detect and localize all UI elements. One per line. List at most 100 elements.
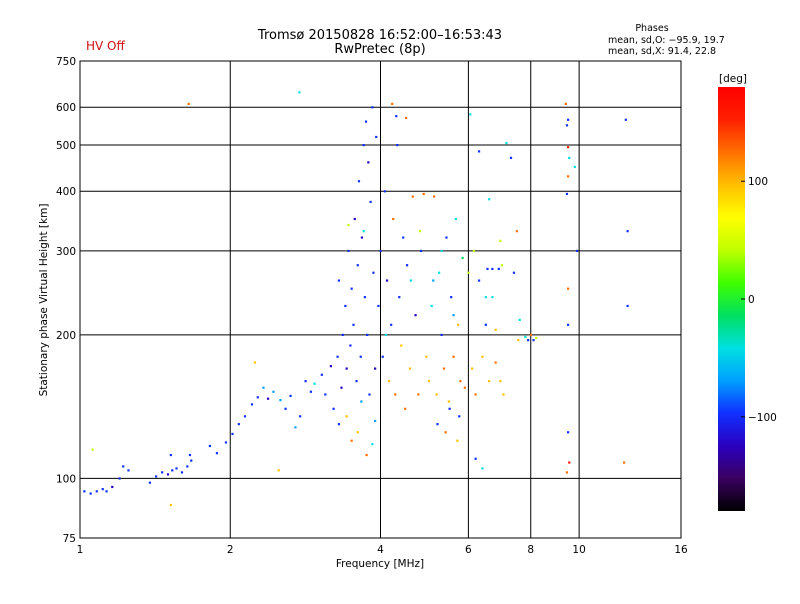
scatter-point (445, 236, 448, 239)
scatter-point (349, 344, 352, 347)
phase-stats-title: Phases (635, 23, 668, 34)
scatter-point (215, 452, 219, 455)
scatter-point (250, 403, 254, 406)
scatter-point (472, 249, 475, 253)
scatter-point (402, 236, 405, 239)
scatter-point (371, 443, 374, 446)
scatter-point (374, 419, 377, 423)
scatter-point (417, 393, 420, 396)
scatter-point (447, 400, 450, 403)
scatter-point (491, 267, 494, 271)
scatter-point (398, 296, 401, 299)
scatter-point (425, 355, 428, 358)
scatter-point (500, 264, 504, 267)
y-tick-label: 600 (56, 102, 76, 114)
scatter-point (187, 102, 190, 106)
scatter-point (494, 361, 497, 364)
scatter-point (356, 264, 359, 267)
x-tick-labels: 1 2 4 6 8 10 16 (77, 544, 688, 556)
scatter-point (568, 156, 571, 160)
scatter-point (515, 230, 518, 233)
y-tick-label: 500 (56, 140, 76, 152)
scatter-point (467, 271, 470, 274)
scatter-point (532, 339, 535, 342)
scatter-point (474, 393, 477, 396)
chart-title-line2: RwPretec (8p) (334, 42, 425, 57)
scatter-point (366, 333, 369, 337)
phase-stats-o-mode: mean, sd,O: −95.9, 19.7 (608, 35, 725, 46)
scatter-point (408, 367, 412, 370)
scatter-point (169, 503, 172, 507)
scatter-point (442, 367, 446, 370)
scatter-point (440, 249, 443, 253)
scatter-point (499, 380, 502, 383)
scatter-point (253, 361, 257, 364)
scatter-point (384, 333, 388, 337)
scatter-point (411, 195, 414, 198)
scatter-point (567, 431, 570, 434)
scatter-point (355, 380, 358, 383)
scatter-point (409, 279, 412, 282)
scatter-point (277, 469, 280, 472)
scatter-point (350, 439, 353, 442)
scatter-point (488, 380, 491, 383)
scatter-point (622, 461, 626, 464)
scatter-point (347, 249, 350, 253)
scatter-point (459, 380, 462, 383)
scatter-point (372, 271, 375, 274)
scatter-point (294, 426, 297, 429)
scatter-point (456, 439, 459, 442)
x-axis-label: Frequency [MHz] (336, 558, 424, 570)
scatter-point (565, 192, 569, 196)
scatter-point (118, 477, 121, 480)
scatter-point (188, 453, 192, 457)
scatter-point (284, 407, 287, 410)
scatter-point (427, 380, 431, 383)
x-tick-label: 2 (227, 544, 234, 556)
scatter-point (313, 382, 316, 385)
scatter-point (175, 467, 178, 470)
scatter-point (89, 492, 92, 495)
scatter-point (344, 304, 347, 308)
scatter-point (360, 400, 363, 403)
scatter-point (377, 304, 380, 308)
scatter-point (350, 287, 353, 290)
scatter-point (404, 407, 407, 410)
scatter-point (332, 407, 335, 410)
scatter-point (567, 323, 570, 326)
scatter-point (419, 230, 422, 233)
scatter-point (171, 469, 174, 472)
scatter-point (337, 279, 341, 282)
scatter-point (444, 431, 447, 434)
scatter-point (208, 444, 212, 448)
scatter-point (491, 296, 494, 299)
scatter-point (524, 335, 527, 339)
x-tick-label: 10 (572, 544, 585, 556)
scatter-point (433, 195, 436, 198)
scatter-point (567, 146, 570, 149)
scatter-point (367, 161, 370, 164)
scatter-point (190, 459, 193, 462)
scatter-point (180, 471, 184, 474)
scatter-point (111, 485, 114, 489)
scatter-point (469, 113, 472, 116)
y-tick-label: 100 (56, 473, 76, 485)
colorbar-label: [deg] (719, 73, 747, 85)
scatter-point (481, 355, 484, 358)
scatter-point (450, 296, 453, 299)
scatter-point (365, 453, 368, 457)
scatter-points (83, 91, 629, 507)
scatter-point (396, 143, 399, 147)
scatter-point (509, 156, 513, 160)
scatter-point (626, 304, 629, 308)
scatter-point (371, 106, 374, 109)
scatter-point (329, 365, 332, 368)
scatter-point (573, 165, 576, 169)
scatter-point (448, 407, 451, 410)
scatter-point (484, 296, 487, 299)
y-tick-label: 300 (56, 246, 76, 258)
scatter-point (91, 448, 94, 451)
scatter-point (477, 279, 481, 282)
colorbar-tick-label: −100 (748, 412, 777, 424)
scatter-point (486, 267, 489, 271)
